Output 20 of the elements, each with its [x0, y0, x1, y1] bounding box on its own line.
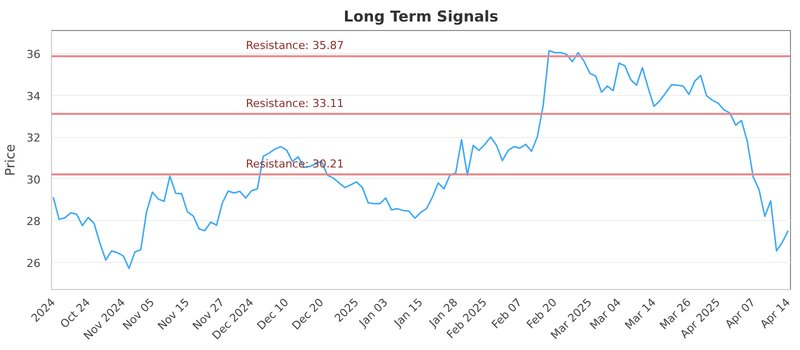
x-tick-label: Nov 15	[155, 296, 192, 333]
ref-line-label: Resistance: 33.11	[246, 96, 344, 110]
y-tick-label: 32	[26, 132, 41, 145]
x-tick-label: Jan 15	[391, 296, 426, 330]
y-tick-label: 26	[26, 256, 41, 270]
x-tick-label: Apr 07	[722, 296, 758, 331]
x-tick-label: Dec 10	[254, 296, 292, 333]
y-tick-label: 36	[26, 48, 41, 61]
y-tick-label: 28	[26, 215, 41, 228]
x-tick-label: Apr 14	[758, 296, 793, 331]
y-tick-label: 34	[26, 90, 41, 103]
y-axis-title: Price	[4, 144, 19, 176]
chart-title: Long Term Signals	[344, 8, 498, 26]
y-tick-label: 30	[26, 173, 41, 186]
line-series	[52, 50, 789, 270]
x-tick-label: Dec 20	[290, 296, 326, 333]
x-tick-label: Jan 03	[356, 296, 390, 330]
ref-line-label: Resistance: 35.87	[246, 39, 344, 52]
x-tick-label: Feb 07	[489, 296, 524, 332]
x-tick-label: Mar 14	[622, 296, 659, 332]
